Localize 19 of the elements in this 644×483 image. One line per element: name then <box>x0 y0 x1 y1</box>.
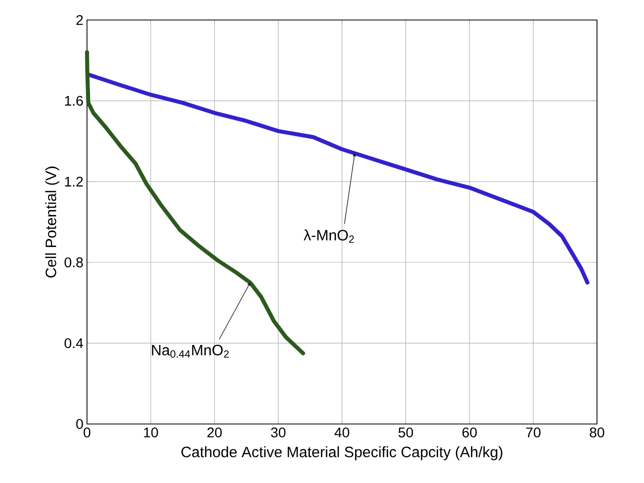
y-axis-title: Cell Potential (V) <box>45 166 60 278</box>
y-tick-label: 0 <box>76 419 83 429</box>
x-tick-label: 40 <box>334 428 350 438</box>
annotation: λ-MnO$_{2}$ <box>304 229 354 243</box>
y-tick-label: 0.8 <box>64 257 83 268</box>
x-tick-label: 60 <box>462 428 477 438</box>
y-tick-label: 1.6 <box>65 96 83 106</box>
x-tick-label: 0 <box>84 428 90 438</box>
x-tick-label: 70 <box>526 428 540 438</box>
y-tick-label: 2 <box>76 15 83 25</box>
x-tick-label: 30 <box>271 428 286 438</box>
x-tick-label: 80 <box>590 428 604 438</box>
x-tick-label: 10 <box>144 428 158 438</box>
x-axis-title: Cathode Active Material Specific Capcity (Ah/kg) <box>181 446 502 460</box>
x-tick-label: 50 <box>398 428 413 438</box>
y-tick-label: 0.4 <box>64 338 84 348</box>
y-tick-label: 1.2 <box>65 176 83 186</box>
x-tick-label: 20 <box>207 428 222 438</box>
annotation: Na$_{0.44}$MnO$_{2}$ <box>152 344 229 358</box>
